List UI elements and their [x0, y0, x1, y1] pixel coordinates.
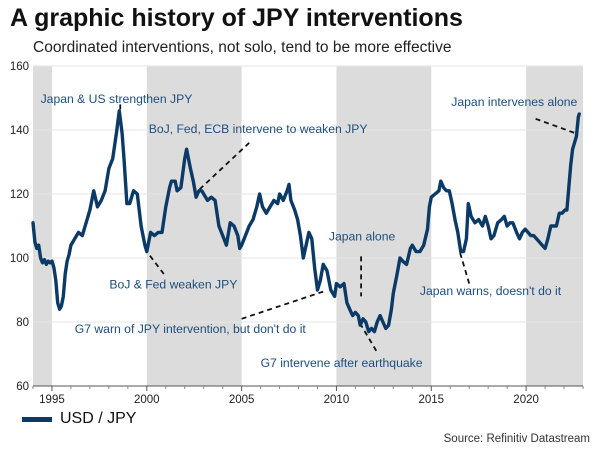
annotation-label: Japan & US strengthen JPY [41, 92, 193, 106]
annotation-label: G7 intervene after earthquake [261, 356, 423, 370]
annotation-leader [146, 251, 165, 275]
x-tick-label: 2010 [324, 394, 350, 406]
chart-subtitle: Coordinated interventions, not solo, ten… [33, 39, 452, 56]
legend: USD / JPY [22, 410, 136, 428]
annotation-leader [360, 324, 378, 352]
series-line-usd-jpy [31, 109, 581, 334]
shaded-period [146, 66, 242, 386]
y-tick-label: 60 [16, 381, 29, 393]
annotation-leader [241, 290, 324, 320]
annotation-label: BoJ, Fed, ECB intervene to weaken JPY [149, 122, 368, 136]
source-note: Source: Refinitiv Datastream [443, 433, 590, 445]
x-tick-label: 1995 [39, 394, 65, 406]
annotation-label: Japan warns, doesn't do it [420, 284, 562, 298]
x-tick-label: 2020 [513, 394, 539, 406]
y-tick-label: 160 [10, 61, 29, 73]
y-tick-label: 100 [10, 253, 29, 265]
annotation-label: BoJ & Fed weaken JPY [109, 277, 237, 291]
annotation-leader [535, 117, 576, 135]
legend-swatch [22, 416, 52, 422]
y-tick-label: 120 [10, 189, 29, 201]
shaded-period [33, 66, 52, 386]
y-tick-label: 80 [16, 317, 29, 329]
annotation-label: G7 warn of JPY intervention, but don't d… [75, 322, 307, 336]
legend-label: USD / JPY [60, 410, 137, 427]
chart-title: A graphic history of JPY interventions [10, 4, 463, 32]
annotation-leader [197, 142, 250, 192]
x-tick-label: 2005 [229, 394, 255, 406]
x-tick-label: 2015 [418, 394, 444, 406]
annotation-leader [458, 251, 471, 284]
x-tick-label: 2000 [134, 394, 160, 406]
y-tick-label: 140 [10, 125, 29, 137]
annotation-label: Japan alone [329, 229, 396, 243]
annotation-label: Japan intervenes alone [451, 95, 577, 109]
shaded-period [336, 66, 432, 386]
